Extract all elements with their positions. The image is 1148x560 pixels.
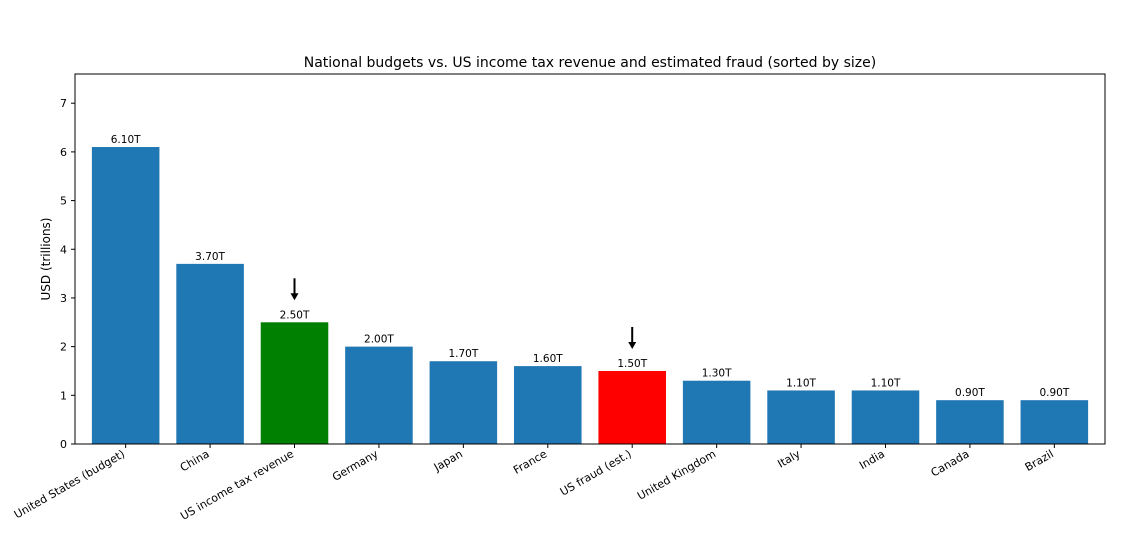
plot-area: 0 1 2 3 4 5 6 7 6.10T United States (budget) 3.70T… [12,97,1089,523]
x-tick-label: Japan [431,447,465,474]
x-tick-label: India [857,447,887,472]
bar-value-label: 2.00T [364,334,394,346]
bar-value-label: 1.10T [871,377,901,389]
y-tick-label: 6 [60,146,67,159]
x-tick-label: United Kingdom [635,447,718,502]
bar [767,390,835,444]
y-tick-label: 0 [60,438,67,451]
bar-value-label: 2.50T [280,309,310,321]
bar-value-label: 3.70T [195,251,225,263]
plot-frame [74,73,1106,445]
bar-value-label: 1.50T [617,358,647,370]
bar-value-label: 1.70T [448,348,478,360]
bar [260,322,329,444]
bar [598,370,666,444]
y-tick-label: 1 [60,389,67,402]
x-tick-label: Canada [929,447,972,479]
arrow-head [628,341,637,349]
arrow-head [290,293,299,301]
bar-value-label: 1.30T [702,368,732,380]
chart-title: National budgets vs. US income tax reven… [304,55,876,71]
x-tick-label: Italy [775,447,803,470]
x-tick-label: China [178,447,212,474]
bar [936,400,1004,444]
x-tick-label: Germany [330,447,381,484]
y-axis-label: USD (trillions) [39,218,53,301]
x-tick-label: US fraud (est.) [558,447,634,498]
bar-value-label: 0.90T [955,387,985,399]
y-tick-label: 3 [60,292,67,305]
bar [345,346,413,444]
bar [91,147,160,445]
bar [514,366,582,444]
bar [851,390,920,444]
bar [1020,400,1089,444]
y-tick-label: 2 [60,341,67,354]
bar [682,380,751,444]
bar [176,263,244,444]
y-tick-label: 7 [60,97,67,110]
bar [429,361,498,444]
bar-value-label: 1.60T [533,353,563,365]
x-tick-label: Brazil [1023,447,1056,474]
bar-value-label: 6.10T [111,134,141,146]
y-tick-label: 5 [60,195,67,208]
x-tick-label: United States (budget) [12,447,127,521]
bar-value-label: 0.90T [1039,387,1069,399]
bar-value-label: 1.10T [786,377,816,389]
y-tick-label: 4 [60,243,67,256]
x-tick-label: France [511,447,549,477]
